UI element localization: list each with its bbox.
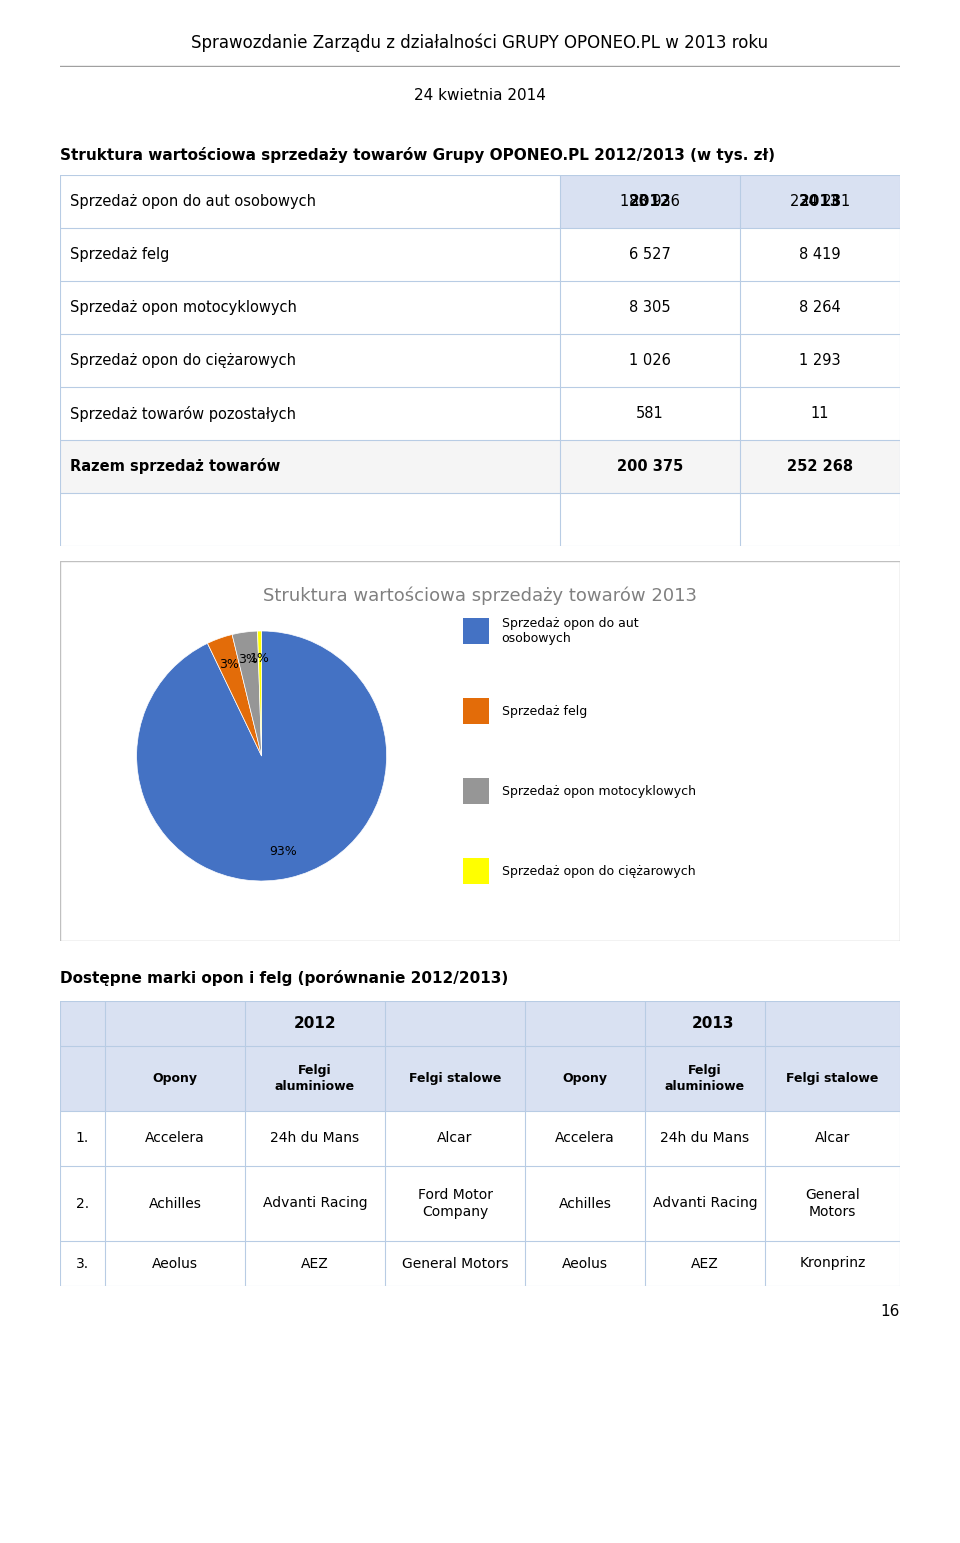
Text: Alcar: Alcar <box>438 1131 472 1145</box>
Text: 2013: 2013 <box>691 1015 733 1031</box>
Text: 8 264: 8 264 <box>799 299 841 315</box>
Text: 200 375: 200 375 <box>617 458 684 474</box>
Wedge shape <box>257 631 262 756</box>
Text: Sprzedaż opon do ciężarowych: Sprzedaż opon do ciężarowych <box>70 353 296 367</box>
Text: 1 293: 1 293 <box>799 353 841 367</box>
Bar <box>464 778 489 804</box>
Text: 581: 581 <box>636 406 664 421</box>
Text: Sprzedaż felg: Sprzedaż felg <box>502 705 587 717</box>
Text: Alcar: Alcar <box>815 1131 851 1145</box>
Text: Struktura wartościowa sprzedaży towarów 2013: Struktura wartościowa sprzedaży towarów … <box>263 586 697 605</box>
Text: 252 268: 252 268 <box>787 458 853 474</box>
Text: 16: 16 <box>880 1304 900 1319</box>
Text: 1 026: 1 026 <box>629 353 671 367</box>
Text: 3.: 3. <box>76 1256 89 1270</box>
Text: Sprzedaż opon motocyklowych: Sprzedaż opon motocyklowych <box>70 299 297 315</box>
Text: Sprawozdanie Zarządu z działalności GRUPY OPONEO.PL w 2013 roku: Sprawozdanie Zarządu z działalności GRUP… <box>191 34 769 52</box>
Wedge shape <box>207 634 261 756</box>
Text: 183 936: 183 936 <box>620 194 680 208</box>
Text: Opony: Opony <box>563 1072 608 1085</box>
Bar <box>60 1001 900 1046</box>
Text: 24h du Mans: 24h du Mans <box>660 1131 750 1145</box>
Text: Aeolus: Aeolus <box>562 1256 608 1270</box>
Text: Sprzedaż felg: Sprzedaż felg <box>70 247 169 262</box>
Text: Sprzedaż opon do aut
osobowych: Sprzedaż opon do aut osobowych <box>502 617 638 645</box>
Text: Ford Motor
Company: Ford Motor Company <box>418 1188 492 1219</box>
Text: Aeolus: Aeolus <box>152 1256 198 1270</box>
Text: 2013: 2013 <box>799 194 841 208</box>
Text: 11: 11 <box>811 406 829 421</box>
Text: General
Motors: General Motors <box>805 1188 860 1219</box>
Text: 93%: 93% <box>270 844 298 858</box>
Text: Accelera: Accelera <box>555 1131 614 1145</box>
Bar <box>464 697 489 724</box>
Text: 1%: 1% <box>251 653 270 665</box>
Bar <box>464 619 489 643</box>
Text: Felgi
aluminiowe: Felgi aluminiowe <box>275 1065 355 1092</box>
Text: Sprzedaż towarów pozostałych: Sprzedaż towarów pozostałych <box>70 406 296 421</box>
Text: Felgi stalowe: Felgi stalowe <box>786 1072 878 1085</box>
Text: AEZ: AEZ <box>691 1256 719 1270</box>
Wedge shape <box>232 631 261 756</box>
Text: Sprzedaż opon do ciężarowych: Sprzedaż opon do ciężarowych <box>502 864 695 878</box>
Text: 8 419: 8 419 <box>799 247 841 262</box>
Bar <box>464 858 489 884</box>
Text: Felgi stalowe: Felgi stalowe <box>409 1072 501 1085</box>
Text: 2.: 2. <box>76 1196 89 1211</box>
Text: General Motors: General Motors <box>401 1256 508 1270</box>
Bar <box>560 174 900 228</box>
Text: Achilles: Achilles <box>149 1196 202 1211</box>
Text: AEZ: AEZ <box>301 1256 329 1270</box>
Text: 24 kwietnia 2014: 24 kwietnia 2014 <box>414 88 546 102</box>
Text: Advanti Racing: Advanti Racing <box>653 1196 757 1211</box>
Text: 2012: 2012 <box>294 1015 336 1031</box>
Text: Achilles: Achilles <box>559 1196 612 1211</box>
Text: Dostępne marki opon i felg (porównanie 2012/2013): Dostępne marki opon i felg (porównanie 2… <box>60 971 508 986</box>
Text: 234 281: 234 281 <box>790 194 851 208</box>
Bar <box>60 440 900 494</box>
Text: Kronprinz: Kronprinz <box>800 1256 866 1270</box>
Text: 8 305: 8 305 <box>629 299 671 315</box>
Text: 2012: 2012 <box>629 194 671 208</box>
Text: 24h du Mans: 24h du Mans <box>271 1131 360 1145</box>
Bar <box>60 1046 900 1111</box>
Text: Opony: Opony <box>153 1072 198 1085</box>
Text: Felgi
aluminiowe: Felgi aluminiowe <box>665 1065 745 1092</box>
Text: Razem sprzedaż towarów: Razem sprzedaż towarów <box>70 458 280 475</box>
Text: 3%: 3% <box>219 657 239 671</box>
Text: Struktura wartościowa sprzedaży towarów Grupy OPONEO.PL 2012/2013 (w tys. zł): Struktura wartościowa sprzedaży towarów … <box>60 147 775 164</box>
Text: 6 527: 6 527 <box>629 247 671 262</box>
Text: Sprzedaż opon motocyklowych: Sprzedaż opon motocyklowych <box>502 784 696 798</box>
Wedge shape <box>136 631 387 881</box>
Text: Sprzedaż opon do aut osobowych: Sprzedaż opon do aut osobowych <box>70 194 316 208</box>
Text: Accelera: Accelera <box>145 1131 204 1145</box>
Text: 3%: 3% <box>238 653 258 667</box>
Text: 1.: 1. <box>76 1131 89 1145</box>
Text: Advanti Racing: Advanti Racing <box>263 1196 368 1211</box>
